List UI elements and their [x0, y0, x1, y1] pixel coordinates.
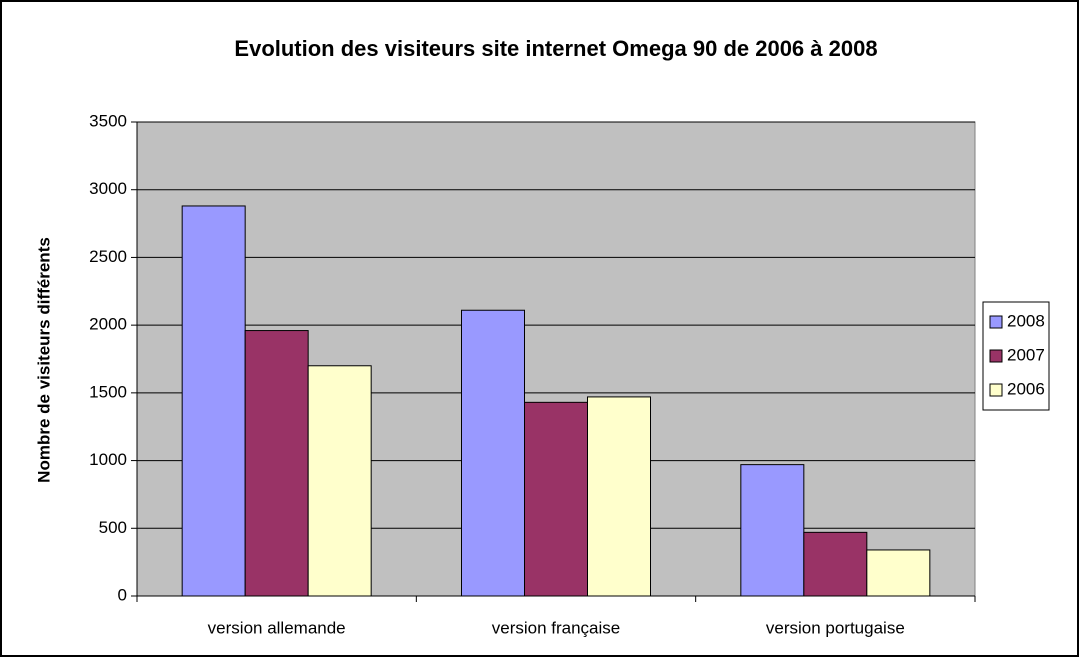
y-tick-label: 3500 — [89, 111, 127, 130]
x-tick-label: version portugaise — [766, 618, 905, 637]
x-tick-label: version allemande — [208, 618, 346, 637]
legend-swatch — [989, 315, 1003, 329]
y-tick-label: 2000 — [89, 315, 127, 334]
bar — [587, 396, 651, 597]
legend-swatch — [989, 349, 1003, 363]
bar — [803, 531, 868, 597]
legend-swatch — [989, 383, 1003, 397]
y-tick-label: 0 — [118, 585, 127, 604]
y-tick-label: 1000 — [89, 450, 127, 469]
bar — [524, 401, 588, 597]
y-tick-label: 2500 — [89, 247, 127, 266]
bar — [461, 309, 525, 597]
bar — [740, 464, 805, 597]
y-tick-label: 3000 — [89, 179, 127, 198]
bar — [307, 365, 372, 597]
x-tick-label: version française — [492, 618, 621, 637]
chart-title: Evolution des visiteurs site internet Om… — [234, 36, 877, 61]
legend-label: 2008 — [1007, 311, 1045, 330]
bar — [866, 549, 931, 597]
y-tick-label: 1500 — [89, 382, 127, 401]
legend-label: 2006 — [1007, 379, 1045, 398]
y-tick-label: 500 — [99, 518, 127, 537]
bar — [244, 330, 309, 597]
y-axis-label: Nombre de visiteurs différents — [34, 237, 53, 483]
legend-label: 2007 — [1007, 345, 1045, 364]
bar — [181, 205, 246, 597]
